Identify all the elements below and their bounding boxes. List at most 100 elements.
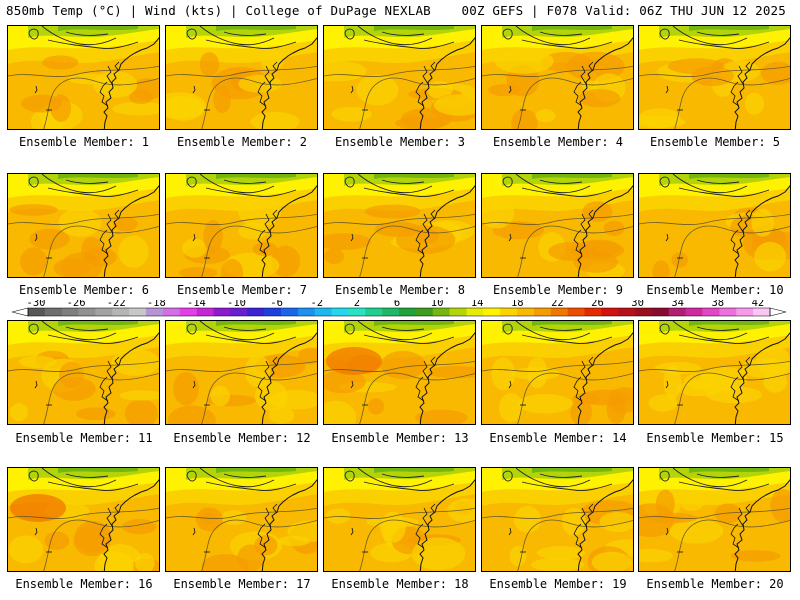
colorbar-swatch: [213, 308, 231, 316]
ensemble-member-map: [323, 25, 476, 130]
ensemble-member-label: Ensemble Member: 13: [331, 431, 469, 445]
colorbar-swatch: [365, 308, 383, 316]
ensemble-member-label: Ensemble Member: 1: [18, 135, 150, 149]
ensemble-member-map: [7, 25, 160, 130]
ensemble-member-map: [323, 173, 476, 278]
temperature-field: [166, 321, 317, 424]
colorbar-tick-label: 30: [631, 300, 644, 309]
colorbar-tick-label: -10: [227, 300, 246, 309]
colorbar-swatch: [584, 308, 602, 316]
colorbar-swatch: [44, 308, 63, 316]
run-valid-time: 00Z GEFS | F078 Valid: 06Z THU JUN 12 20…: [461, 3, 786, 18]
colorbar-tick-label: -2: [310, 300, 323, 309]
colorbar-swatch: [533, 308, 552, 316]
colorbar-swatch: [179, 308, 197, 316]
ensemble-member-map: [481, 320, 634, 425]
temperature-field: [8, 468, 159, 571]
ensemble-member-label: Ensemble Member: 8: [334, 283, 466, 297]
colorbar-swatch: [112, 308, 130, 316]
colorbar-swatch: [28, 308, 46, 316]
colorbar-swatch: [95, 308, 113, 316]
ensemble-member-label: Ensemble Member: 5: [649, 135, 781, 149]
map-title: 850mb Temp (°C) | Wind (kts) | College o…: [6, 3, 431, 18]
ensemble-member-label: Ensemble Member: 11: [15, 431, 153, 445]
temperature-field: [166, 26, 317, 129]
ensemble-member-label: Ensemble Member: 20: [646, 577, 784, 591]
ensemble-member-label: Ensemble Member: 16: [15, 577, 153, 591]
ensemble-member-label: Ensemble Member: 4: [492, 135, 624, 149]
colorbar-tick-label: -26: [67, 300, 86, 309]
colorbar-swatch: [449, 308, 467, 316]
ensemble-member-label: Ensemble Member: 6: [18, 283, 150, 297]
colorbar-swatch: [685, 308, 703, 316]
colorbar-swatch: [753, 308, 771, 316]
colorbar-tick-label: 22: [551, 300, 564, 309]
colorbar-swatch: [719, 308, 737, 316]
colorbar-tick-label: 34: [671, 300, 684, 309]
colorbar-tick-label: 18: [511, 300, 524, 309]
ensemble-member-map: [481, 173, 634, 278]
colorbar-swatch: [399, 308, 417, 316]
colorbar-tick-label: 14: [471, 300, 484, 309]
colorbar-swatch: [280, 308, 299, 316]
ensemble-member-map: [165, 320, 318, 425]
ensemble-member-label: Ensemble Member: 7: [176, 283, 308, 297]
colorbar-swatch: [162, 308, 181, 316]
colorbar-tick-label: 6: [394, 300, 400, 309]
colorbar-swatch: [736, 308, 754, 316]
ensemble-member-map: [7, 320, 160, 425]
colorbar-swatch: [567, 308, 585, 316]
temperature-field: [482, 174, 633, 277]
colorbar-swatch: [146, 308, 164, 316]
temperature-field: [639, 321, 790, 424]
colorbar-swatch: [61, 308, 79, 316]
colorbar-swatch: [230, 308, 248, 316]
temperature-field: [8, 174, 159, 277]
colorbar-swatch: [196, 308, 214, 316]
temperature-field: [166, 174, 317, 277]
colorbar-swatch: [500, 308, 518, 316]
colorbar-swatch: [78, 308, 96, 316]
colorbar-swatch: [466, 308, 484, 316]
colorbar-swatch: [635, 308, 653, 316]
colorbar-swatch: [415, 308, 434, 316]
colorbar-swatch: [348, 308, 366, 316]
colorbar-tick-label: 26: [591, 300, 604, 309]
ensemble-member-map: [323, 320, 476, 425]
colorbar-swatch: [517, 308, 535, 316]
temperature-field: [482, 321, 633, 424]
colorbar-tick-label: 42: [752, 300, 765, 309]
colorbar-swatch: [432, 308, 450, 316]
ensemble-member-map: [323, 467, 476, 572]
temperature-field: [324, 321, 475, 424]
colorbar-swatch: [331, 308, 349, 316]
ensemble-member-label: Ensemble Member: 3: [334, 135, 466, 149]
temperature-colorbar: -30 -26 -22 -18 -14 -10 -6 -2 2 6 10 14 18 22 26 30 34 38…: [11, 300, 787, 317]
colorbar-swatch: [618, 308, 636, 316]
ensemble-member-label: Ensemble Member: 15: [646, 431, 784, 445]
colorbar-swatch: [550, 308, 568, 316]
colorbar-swatch: [668, 308, 686, 316]
temperature-field: [482, 468, 633, 571]
ensemble-member-map: [165, 173, 318, 278]
temperature-field: [639, 174, 790, 277]
ensemble-member-label: Ensemble Member: 10: [646, 283, 784, 297]
colorbar-swatch: [264, 308, 282, 316]
ensemble-member-map: [638, 173, 791, 278]
colorbar-tick-label: 38: [711, 300, 724, 309]
colorbar-tick-label: -6: [270, 300, 283, 309]
ensemble-member-label: Ensemble Member: 19: [489, 577, 627, 591]
ensemble-member-label: Ensemble Member: 17: [173, 577, 311, 591]
ensemble-member-map: [7, 467, 160, 572]
ensemble-member-map: [638, 467, 791, 572]
ensemble-member-label: Ensemble Member: 18: [331, 577, 469, 591]
ensemble-member-map: [481, 25, 634, 130]
colorbar-tick-label: -22: [107, 300, 126, 309]
ensemble-member-map: [165, 467, 318, 572]
colorbar-right-arrow: [769, 307, 787, 317]
colorbar-tick-label: -18: [147, 300, 166, 309]
ensemble-member-label: Ensemble Member: 9: [492, 283, 624, 297]
ensemble-member-map: [638, 320, 791, 425]
temperature-field: [639, 26, 790, 129]
colorbar-swatch: [601, 308, 619, 316]
